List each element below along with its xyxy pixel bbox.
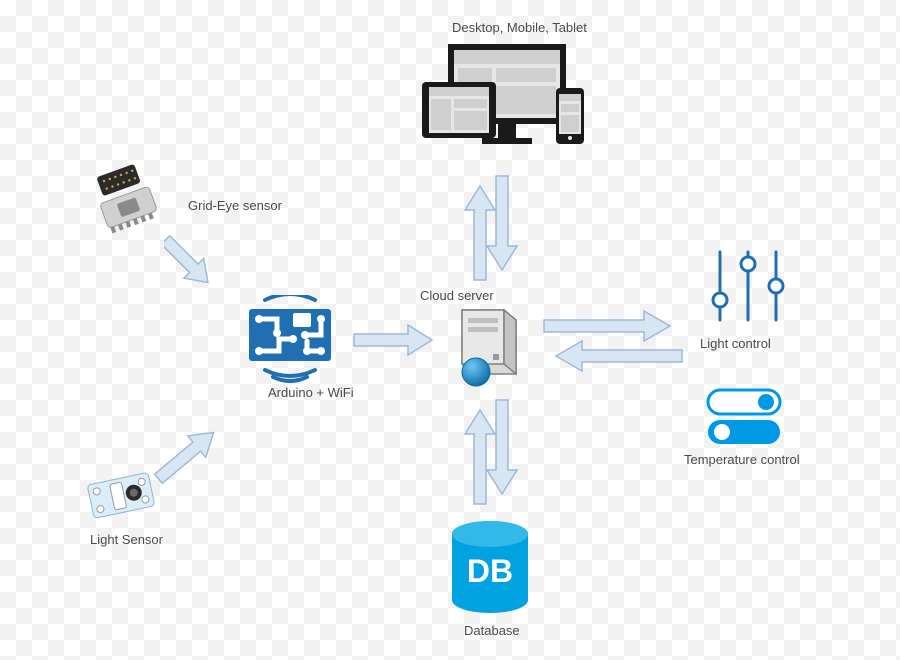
label-devices: Desktop, Mobile, Tablet: [452, 20, 587, 35]
light-control-icon: [698, 242, 798, 332]
svg-text:DB: DB: [467, 553, 513, 589]
arrow-lightsensor-to-arduino: [152, 400, 252, 490]
diagram-stage: Desktop, Mobile, Tablet Grid-Eye sensor …: [0, 0, 900, 660]
label-grideye: Grid-Eye sensor: [188, 198, 282, 213]
label-light-control: Light control: [700, 336, 771, 351]
arrow-grideye-to-arduino: [164, 230, 244, 310]
label-light-sensor: Light Sensor: [90, 532, 163, 547]
arrows-cloud-controls: [538, 306, 688, 376]
arrow-arduino-to-cloud: [350, 320, 440, 360]
arrows-cloud-devices: [456, 168, 526, 288]
database-icon: DB: [442, 518, 538, 618]
temperature-control-icon: [700, 384, 800, 448]
cloud-server-icon: [450, 300, 530, 390]
label-temp-control: Temperature control: [684, 452, 800, 467]
grideye-sensor-icon: [78, 160, 178, 240]
arrows-cloud-db: [456, 392, 526, 512]
label-database: Database: [464, 623, 520, 638]
arduino-wifi-icon: [235, 295, 345, 390]
devices-icon: [418, 40, 588, 160]
